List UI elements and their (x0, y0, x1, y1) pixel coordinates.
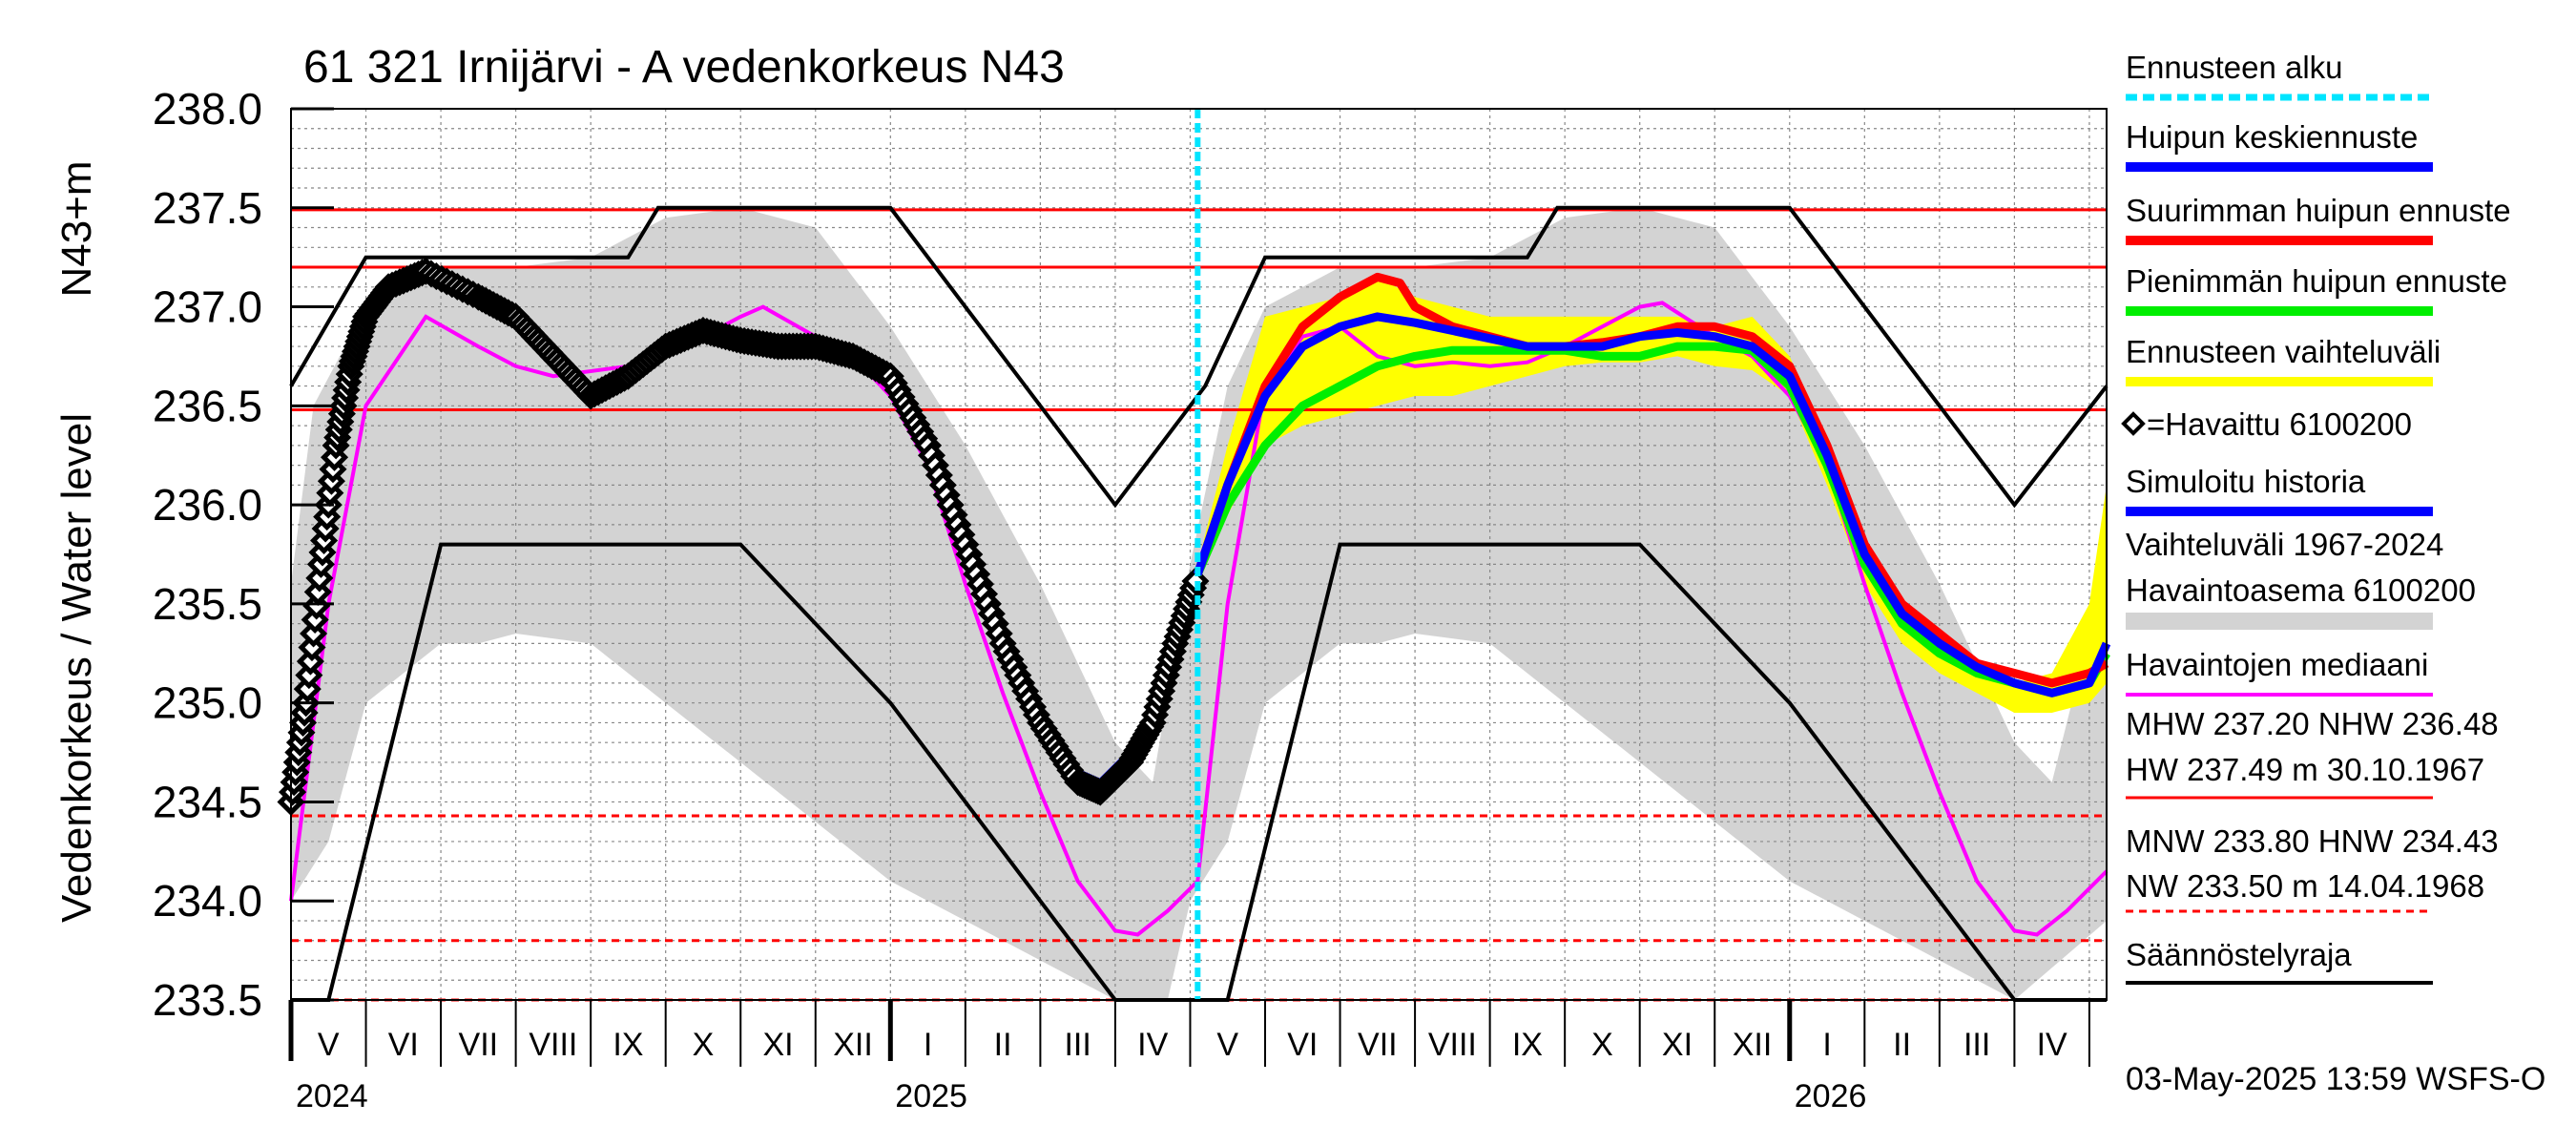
regulation-limit-upper (289, 205, 2109, 509)
x-month-label: XI (1662, 1027, 1693, 1063)
y-tick-label: 236.5 (153, 381, 262, 430)
y-axis-label-unit: N43+m (53, 160, 100, 297)
x-month-label: I (924, 1027, 932, 1063)
legend-stats-text: MNW 233.80 HNW 234.43 (2126, 823, 2499, 859)
legend-stats-text: HW 237.49 m 30.10.1967 (2126, 752, 2484, 787)
y-tick-label: 235.0 (153, 678, 262, 728)
x-month-label: VII (1358, 1027, 1398, 1063)
legend-swatch (2126, 613, 2433, 630)
x-month-label: V (1216, 1027, 1238, 1063)
y-tick-label: 236.0 (153, 480, 262, 530)
x-year-label: 2026 (1795, 1078, 1867, 1114)
y-tick-label: 234.0 (153, 876, 262, 926)
chart-title: 61 321 Irnijärvi - A vedenkorkeus N43 (303, 42, 1065, 93)
x-month-label: IX (613, 1027, 643, 1063)
legend-label: Pienimmän huipun ennuste (2126, 263, 2507, 299)
x-month-label: IV (1137, 1027, 1168, 1063)
forecast-line-00ee00 (1194, 342, 2110, 697)
legend-label: Havaintojen mediaani (2126, 647, 2428, 682)
x-month-label: III (1064, 1027, 1091, 1063)
x-month-label: IX (1512, 1027, 1543, 1063)
x-month-label: I (1822, 1027, 1831, 1063)
x-month-label: II (1893, 1027, 1911, 1063)
timestamp-footer: 03-May-2025 13:59 WSFS-O (2126, 1061, 2545, 1097)
forecast-range-band (1197, 277, 2107, 713)
x-year-label: 2025 (895, 1078, 967, 1114)
y-tick-label: 238.0 (153, 84, 262, 134)
y-tick-label: 235.5 (153, 579, 262, 629)
legend-label: Huipun keskiennuste (2126, 119, 2418, 155)
y-tick-label: 237.5 (153, 183, 262, 233)
x-month-label: XII (1733, 1027, 1773, 1063)
x-month-label: VIII (1428, 1027, 1477, 1063)
legend: Ennusteen alku Huipun keskiennuste Suurimm… (2121, 50, 2511, 985)
x-month-label: III (1963, 1027, 1990, 1063)
y-axis-label-main: Vedenkorkeus / Water level (53, 413, 100, 923)
legend-regulation-label: Säännöstelyraja (2126, 937, 2352, 972)
y-tick-label: 233.5 (153, 975, 262, 1025)
x-month-label: VI (388, 1027, 419, 1063)
legend-stats-text: NW 233.50 m 14.04.1968 (2126, 868, 2484, 904)
x-month-label: XII (833, 1027, 873, 1063)
plot-area (277, 108, 2111, 1002)
x-month-label: V (318, 1027, 340, 1063)
observed-series (277, 257, 1210, 816)
y-tick-label: 234.5 (153, 777, 262, 826)
legend-label: Ennusteen vaihteluväli (2126, 334, 2441, 369)
x-month-label: XI (762, 1027, 793, 1063)
legend-label: Vaihteluväli 1967-2024 (2126, 527, 2443, 562)
legend-marker-swatch (2121, 411, 2146, 436)
y-tick-label: 237.0 (153, 282, 262, 332)
legend-stats-text: MHW 237.20 NHW 236.48 (2126, 706, 2499, 741)
legend-label: Ennusteen alku (2126, 50, 2343, 85)
x-month-label: X (1591, 1027, 1613, 1063)
x-axis: V VI VII VIII IX X XI XII I II III IV V VI VII VIII IX X X… (288, 999, 2107, 1114)
legend-label: Havaintoasema 6100200 (2126, 572, 2476, 608)
legend-label: =Havaittu 6100200 (2147, 406, 2412, 442)
forecast-line-0000ff (1194, 312, 2111, 697)
x-month-label: VII (459, 1027, 499, 1063)
y-axis: 233.5 234.0 234.5 235.0 235.5 236.0 236.5 237.0… (153, 84, 334, 1025)
legend-label: Simuloitu historia (2126, 464, 2366, 499)
x-month-label: II (994, 1027, 1012, 1063)
x-month-label: VI (1287, 1027, 1318, 1063)
x-month-label: VIII (529, 1027, 577, 1063)
legend-label: Suurimman huipun ennuste (2126, 193, 2511, 228)
x-year-label: 2024 (296, 1078, 368, 1114)
x-month-label: X (693, 1027, 715, 1063)
x-month-label: IV (2037, 1027, 2067, 1063)
